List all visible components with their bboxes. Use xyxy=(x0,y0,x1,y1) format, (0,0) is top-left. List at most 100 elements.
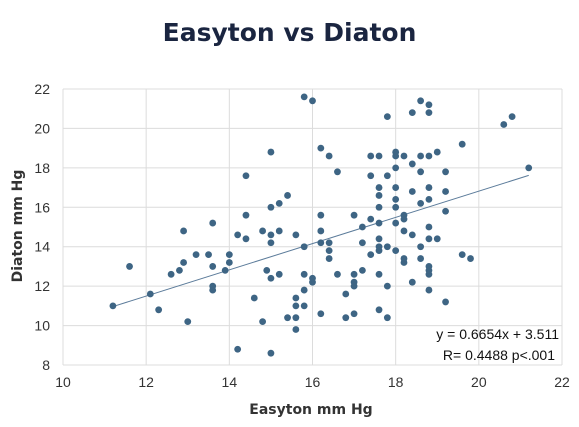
data-point xyxy=(350,270,358,278)
data-point xyxy=(234,231,242,239)
data-point xyxy=(408,160,416,168)
data-point xyxy=(317,227,325,235)
data-point xyxy=(400,152,408,160)
data-point xyxy=(408,188,416,195)
data-point xyxy=(458,251,466,258)
data-point xyxy=(284,192,291,199)
data-point xyxy=(467,255,474,262)
x-tick-label: 22 xyxy=(554,374,570,390)
data-point xyxy=(267,203,275,211)
x-tick-label: 18 xyxy=(388,374,404,390)
data-point xyxy=(284,314,291,322)
data-point xyxy=(442,298,449,306)
data-point xyxy=(375,219,383,227)
data-point xyxy=(400,227,408,235)
data-point xyxy=(525,164,533,172)
data-point xyxy=(383,314,391,322)
data-point xyxy=(325,255,333,262)
data-point xyxy=(205,251,212,258)
data-point xyxy=(126,263,133,270)
data-point xyxy=(417,152,425,160)
data-point xyxy=(192,251,200,258)
data-point xyxy=(325,239,333,247)
data-point xyxy=(300,243,308,251)
data-point xyxy=(209,263,217,270)
data-point xyxy=(500,121,508,128)
data-point xyxy=(508,113,516,120)
chart-title: Easyton vs Diaton xyxy=(162,18,417,47)
data-point xyxy=(400,255,408,262)
data-point xyxy=(146,290,154,298)
data-point xyxy=(267,349,275,357)
data-point xyxy=(275,270,283,278)
data-point xyxy=(242,211,250,219)
x-axis-title: Easyton mm Hg xyxy=(249,402,372,418)
data-point xyxy=(417,168,425,176)
x-tick-label: 14 xyxy=(222,374,238,390)
data-point xyxy=(292,302,300,310)
data-point xyxy=(392,184,400,191)
data-point xyxy=(417,97,425,105)
data-point xyxy=(155,306,163,314)
data-point xyxy=(309,97,316,105)
data-point xyxy=(458,140,466,148)
data-point xyxy=(209,282,217,290)
data-point xyxy=(425,101,433,109)
data-point xyxy=(392,219,400,227)
data-point xyxy=(383,172,391,180)
data-point xyxy=(334,168,341,176)
y-axis-title: Diaton mm Hg xyxy=(10,170,26,283)
data-point xyxy=(109,302,117,310)
data-point xyxy=(180,227,187,235)
data-point xyxy=(300,302,308,310)
data-point xyxy=(334,270,341,278)
data-point xyxy=(392,247,400,255)
x-tick-label: 20 xyxy=(471,374,487,390)
data-point xyxy=(263,266,271,274)
data-point xyxy=(292,314,300,322)
data-point xyxy=(275,227,283,235)
data-point xyxy=(292,231,300,239)
data-point xyxy=(375,270,383,278)
data-points xyxy=(109,93,533,357)
y-tick-label: 18 xyxy=(34,160,50,176)
y-tick-label: 16 xyxy=(34,199,50,215)
data-point xyxy=(300,93,308,101)
data-point xyxy=(408,109,416,117)
data-point xyxy=(225,251,233,258)
data-point xyxy=(209,219,217,227)
y-tick-label: 12 xyxy=(34,278,50,294)
data-point xyxy=(433,148,441,156)
y-tick-label: 20 xyxy=(34,120,50,136)
y-tick-label: 10 xyxy=(34,318,50,334)
x-tick-label: 10 xyxy=(55,374,71,390)
data-point xyxy=(367,215,375,223)
data-point xyxy=(417,243,425,251)
data-point xyxy=(433,235,441,243)
data-point xyxy=(375,152,383,160)
data-point xyxy=(425,263,433,270)
data-point xyxy=(267,239,275,247)
data-point xyxy=(225,259,233,266)
data-point xyxy=(167,270,175,278)
data-point xyxy=(367,251,375,258)
data-point xyxy=(392,148,400,156)
data-point xyxy=(275,199,283,207)
data-point xyxy=(317,144,325,152)
data-point xyxy=(317,211,325,219)
data-point xyxy=(383,113,391,120)
data-point xyxy=(325,152,333,160)
data-point xyxy=(392,164,400,172)
data-point xyxy=(350,278,358,286)
regression-equation: y = 0.6654x + 3.511 xyxy=(436,326,559,342)
data-point xyxy=(442,188,449,195)
y-tick-label: 22 xyxy=(34,81,50,97)
regression-stats: R= 0.4488 p<.001 xyxy=(443,347,555,363)
y-tick-label: 14 xyxy=(34,239,50,255)
data-point xyxy=(221,266,229,274)
data-point xyxy=(350,211,358,219)
data-point xyxy=(300,270,308,278)
data-point xyxy=(300,286,308,294)
data-point xyxy=(425,286,433,294)
data-point xyxy=(176,266,183,274)
